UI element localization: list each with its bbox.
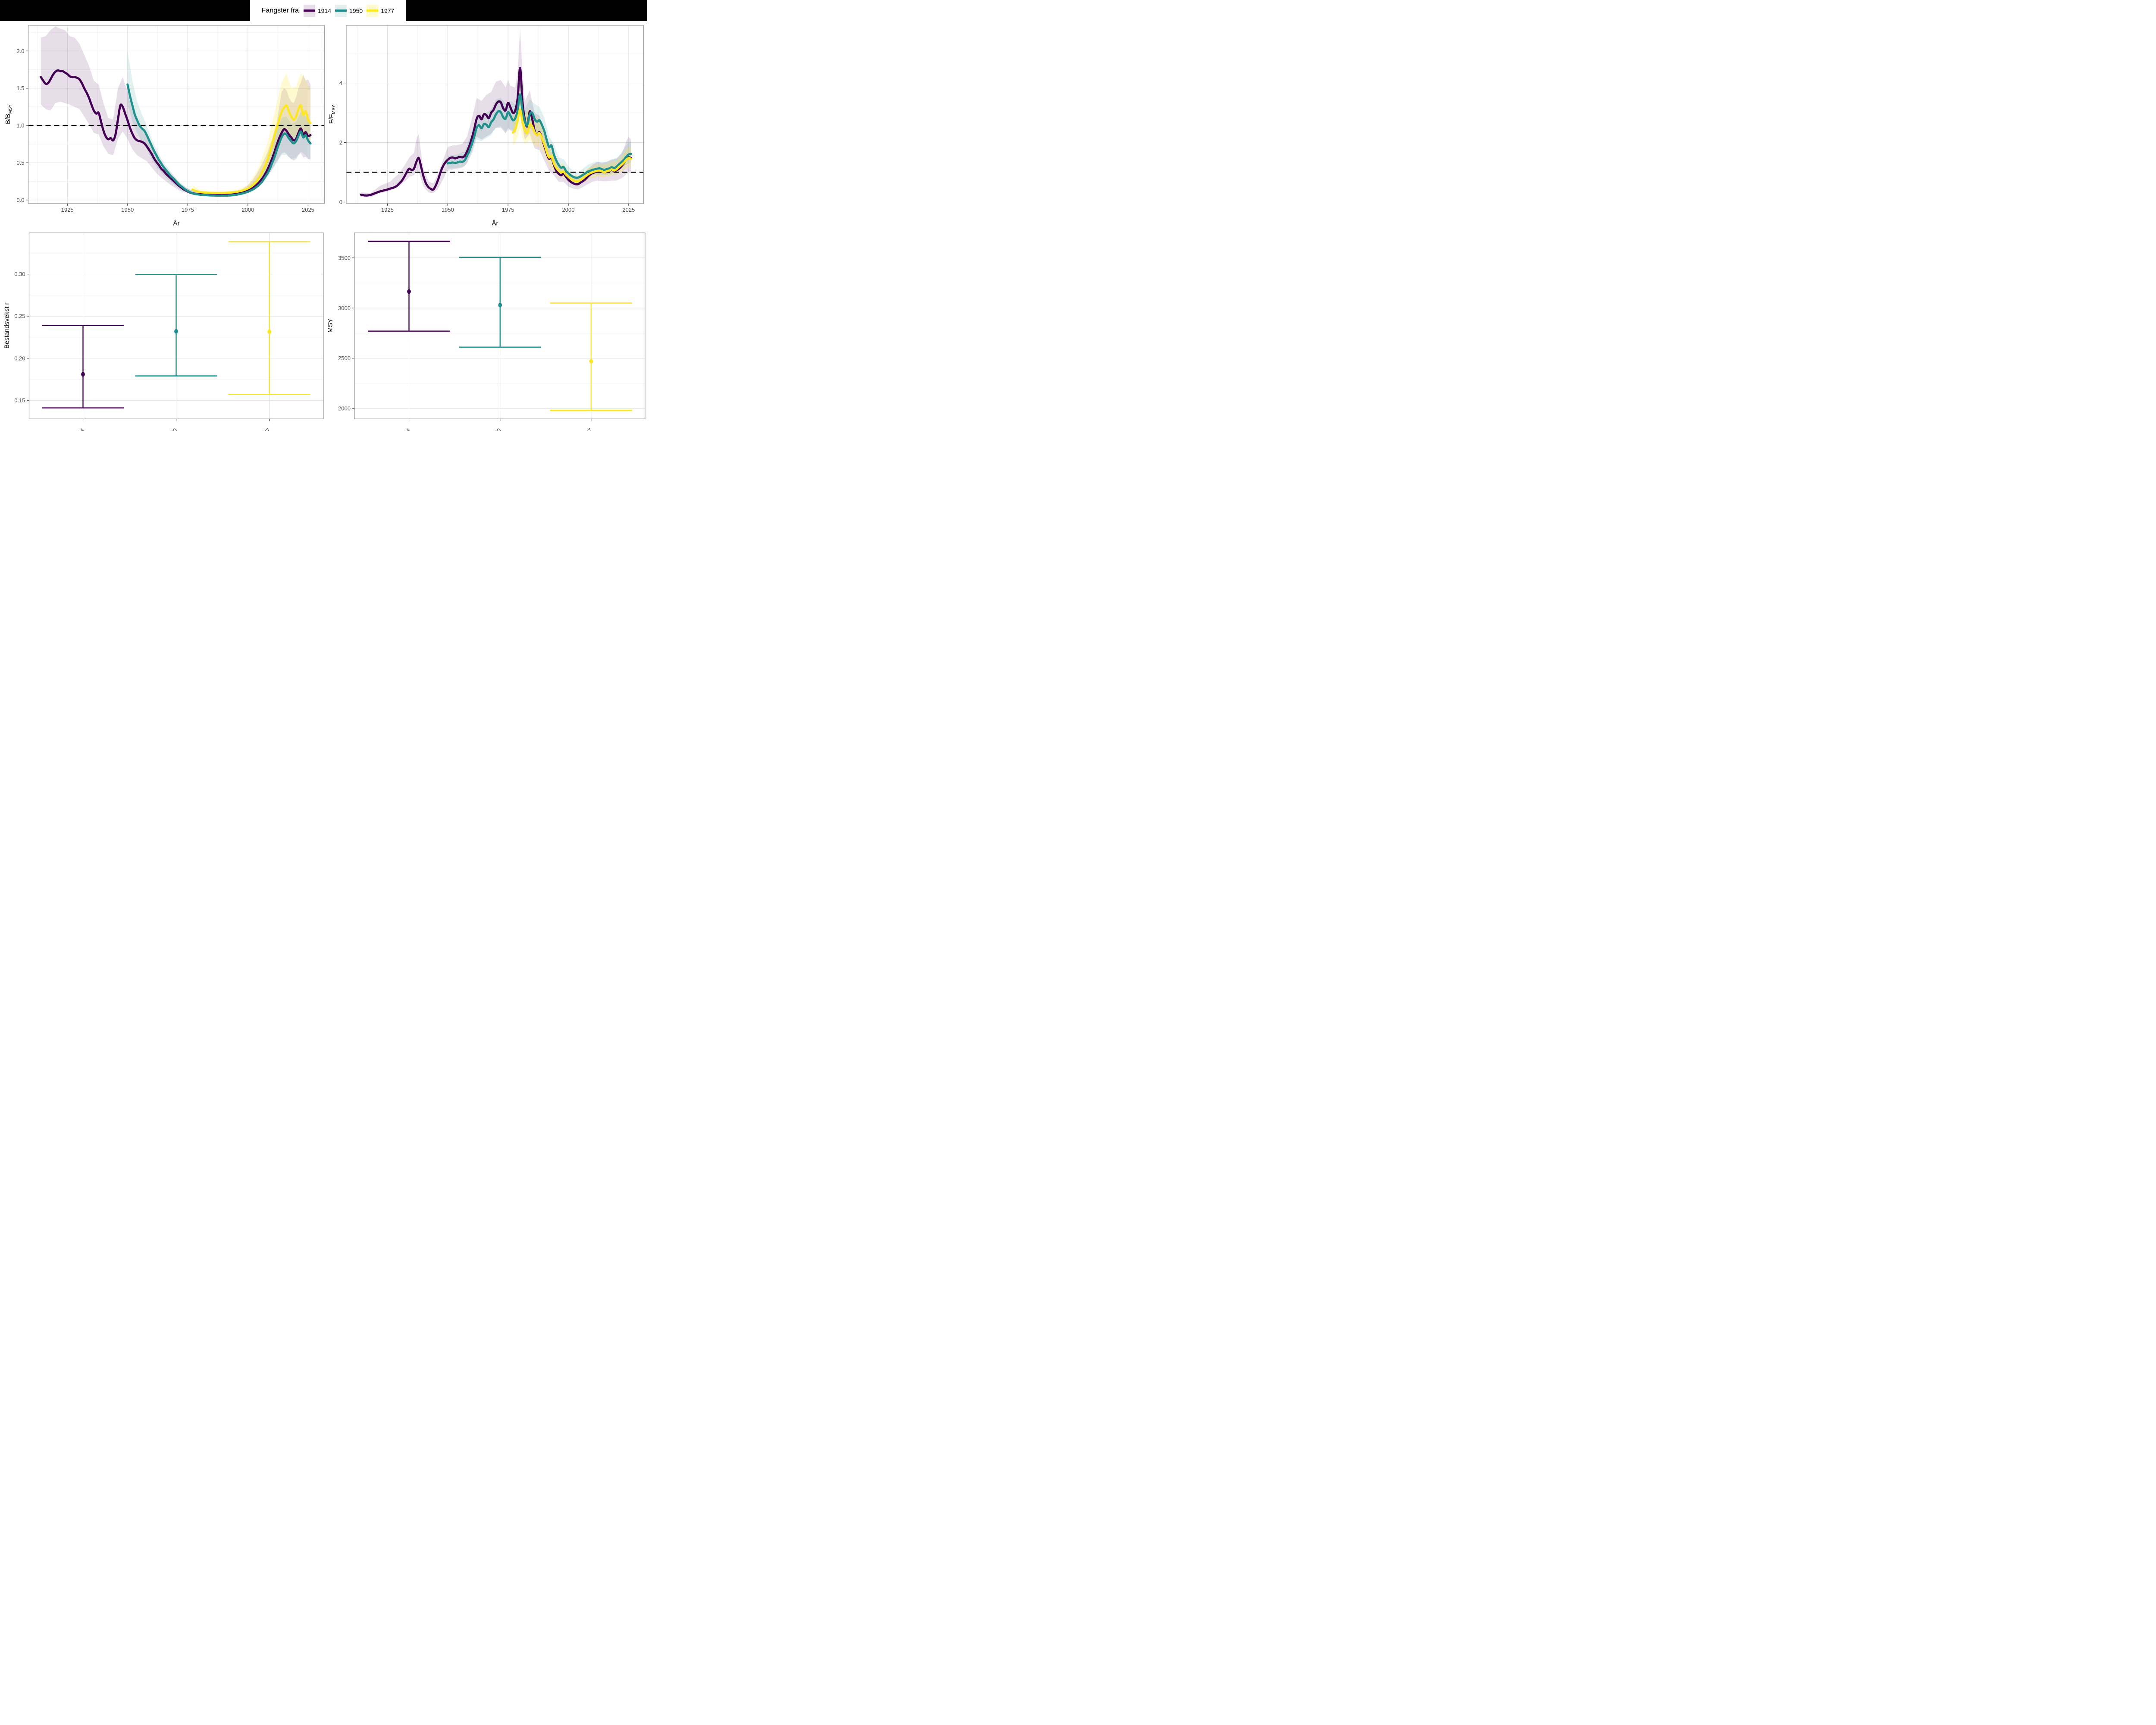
x-tick-label-rotated: 1977 [258, 427, 272, 431]
legend-key-swatch [335, 4, 347, 17]
y-tick-label: 2000 [338, 405, 351, 412]
legend-key-swatch [367, 4, 379, 17]
y-tick-label: 1.0 [16, 122, 24, 129]
x-axis-title-ar-right: År [492, 220, 498, 227]
y-tick-label: 0.5 [16, 160, 24, 166]
y-tick-label: 0.25 [14, 313, 25, 320]
x-tick-label: 1925 [381, 207, 394, 213]
point-estimate [498, 302, 502, 307]
legend-title: Fangster fra [261, 6, 299, 14]
x-tick-label: 1975 [502, 207, 514, 213]
legend-item-label: 1977 [381, 7, 395, 14]
error-bar-1950 [459, 257, 541, 348]
error-bar-1950 [135, 274, 217, 377]
y-axis-title-f-fmsy-sub: MSY [332, 104, 336, 114]
panel-ffmsy: 0 2 4 1925 1950 1975 2000 2025 [339, 25, 644, 213]
error-bar-1977 [550, 302, 632, 411]
legend-item-1914: 1914 [303, 4, 332, 17]
legend-key-line [335, 9, 347, 12]
y-tick-label: 0 [339, 199, 342, 205]
series-line-1914 [40, 69, 312, 197]
y-axis-title-f-fmsy: F/FMSY [328, 105, 336, 124]
y-tick-label: 0.15 [14, 397, 25, 404]
y-tick-label: 2 [339, 139, 342, 146]
plot-area [346, 28, 644, 198]
y-axis-title-f-fmsy-text: F/F [328, 114, 335, 124]
y-axis-title-b-bmsy: B/BMSY [4, 104, 13, 124]
x-tick-label: 1950 [442, 207, 454, 213]
y-tick-label: 3000 [338, 305, 351, 311]
panel-bbmsy: 0.0 0.5 1.0 1.5 2.0 1925 1950 1975 2000 2025 [16, 25, 325, 213]
ribbon-1977 [192, 73, 310, 195]
x-tick-label-rotated: 1950 [165, 427, 179, 431]
panel-border [346, 25, 644, 204]
y-tick-label: 3500 [338, 254, 351, 261]
error-bar-1977 [228, 241, 310, 395]
legend: Fangster fra 1914 1950 1977 [250, 0, 406, 21]
legend-item-label: 1914 [317, 7, 332, 14]
series-line-1977 [191, 104, 312, 194]
error-bar-1914 [42, 325, 124, 409]
y-tick-label: 0.0 [16, 197, 24, 203]
top-black-bar-left [0, 0, 250, 21]
top-black-bar-right [406, 0, 647, 21]
ribbon-1977 [513, 89, 631, 185]
point-estimate [267, 329, 272, 334]
series-line-1950 [446, 93, 632, 179]
legend-item-1977: 1977 [367, 4, 395, 17]
legend-key-swatch [303, 4, 315, 17]
x-tick-label: 1925 [61, 207, 74, 213]
legend-item-label: 1950 [349, 7, 363, 14]
x-tick-label: 2000 [562, 207, 575, 213]
point-estimate [589, 359, 593, 364]
y-tick-label: 0.30 [14, 271, 25, 277]
legend-item-1950: 1950 [335, 4, 363, 17]
error-bar-1914 [368, 241, 450, 332]
x-tick-label: 2000 [241, 207, 254, 213]
panel-border [28, 25, 325, 204]
ribbon-1950 [448, 74, 631, 182]
x-tick-label-rotated: 1914 [398, 427, 411, 431]
y-tick-label: 2.0 [16, 48, 24, 54]
y-axis-title-bestandsvekst: Bestandsvekst r [3, 302, 11, 349]
plot-area [28, 26, 325, 197]
figure-canvas: 0.0 0.5 1.0 1.5 2.0 1925 1950 1975 2000 2025 0 2 4 19… [0, 0, 647, 431]
y-axis-title-b-bmsy-text: B/B [4, 113, 12, 124]
point-estimate [174, 329, 178, 334]
series-line-1977 [511, 109, 632, 182]
x-tick-label: 2025 [622, 207, 635, 213]
legend-key-line [367, 9, 379, 12]
x-tick-label-rotated: 1977 [580, 427, 593, 431]
charts-svg: 0.0 0.5 1.0 1.5 2.0 1925 1950 1975 2000 2025 0 2 4 19… [14, 25, 646, 431]
panel-msy: 2000 2500 3000 3500 1914 1950 1977 [338, 232, 646, 431]
point-estimate [81, 372, 85, 377]
x-tick-label: 1975 [182, 207, 194, 213]
x-tick-label-rotated: 1914 [72, 427, 85, 431]
x-tick-label: 1950 [121, 207, 134, 213]
series-line-1950 [126, 83, 312, 197]
y-axis-title-b-bmsy-sub: MSY [8, 104, 13, 114]
y-tick-label: 1.5 [16, 85, 24, 91]
legend-key-line [303, 9, 315, 12]
y-axis-title-msy: MSY [326, 318, 334, 333]
x-tick-label-rotated: 1950 [489, 427, 502, 431]
panel-border [354, 232, 646, 419]
x-axis-title-ar-left: År [173, 220, 180, 227]
series-line-1914 [360, 67, 632, 197]
x-tick-label: 2025 [302, 207, 314, 213]
y-tick-label: 0.20 [14, 355, 25, 361]
point-estimate [407, 289, 411, 294]
panel-r: 0.15 0.20 0.25 0.30 1914 1950 1977 [14, 232, 324, 431]
y-tick-label: 4 [339, 80, 342, 86]
y-tick-label: 2500 [338, 355, 351, 361]
